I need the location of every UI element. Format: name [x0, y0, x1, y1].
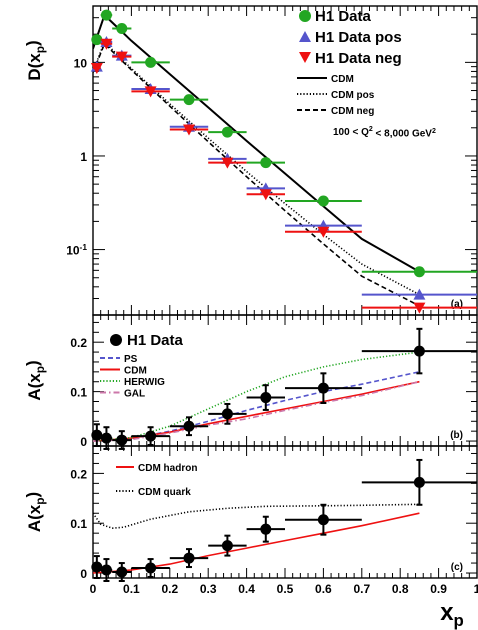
y-axis-label: A(xp​): [23, 492, 47, 532]
data-point-h1-data: [317, 514, 329, 526]
data-series: [91, 327, 477, 450]
panel-tag: (c): [451, 562, 463, 573]
data-point-h1-data-neg: [183, 124, 195, 136]
y-tick-label: 0.2: [70, 467, 87, 481]
data-point-h1-data: [91, 429, 103, 441]
x-axis-label: xp​: [440, 599, 464, 630]
data-point-h1-data-neg: [144, 86, 157, 98]
data-point-h1-data-neg: [221, 157, 234, 169]
data-point-h1-data: [100, 432, 112, 444]
data-point-h1-data-neg: [115, 51, 128, 63]
curve-herwig: [93, 351, 420, 442]
data-point-h1-data: [100, 564, 112, 576]
x-tick-label: 0.6: [315, 582, 332, 596]
legend-marker: [299, 10, 311, 22]
data-point-h1-data-neg: [413, 302, 426, 314]
y-tick-label: 1: [80, 150, 87, 164]
legend-label: CDM hadron: [138, 463, 197, 474]
y-tick-label: 0.2: [70, 336, 87, 350]
data-point-h1-data: [413, 266, 425, 278]
y-axis-label: D(xp​): [23, 40, 47, 80]
data-point-h1-data: [413, 345, 425, 357]
data-point-h1-data: [260, 523, 272, 535]
curves: [93, 503, 420, 574]
legend-label: H1 Data neg: [315, 50, 402, 67]
data-point-h1-data: [91, 561, 103, 573]
data-point-h1-data: [221, 408, 233, 420]
y-tick-label: 0: [80, 435, 87, 449]
legend-label: CDM pos: [331, 90, 375, 101]
data-point-h1-data: [116, 22, 128, 34]
data-point-h1-data: [183, 552, 195, 564]
data-point-h1-data-neg: [100, 38, 113, 50]
legend-label: PS: [124, 354, 138, 365]
legend: H1 Data H1 Data pos H1 Data neg CDM CDM pos C…: [297, 8, 436, 140]
legend-label: GAL: [124, 389, 145, 400]
y-tick-label: 10-1​: [66, 242, 87, 258]
panel-tag: (b): [450, 430, 463, 441]
x-tick-label: 0.5: [277, 582, 294, 596]
legend-label: CDM quark: [138, 487, 191, 498]
x-tick-label: 0.2: [161, 582, 178, 596]
kinematic-annotation: 100 < Q2​ < 8,000 GeV2​: [333, 126, 436, 140]
x-tick-label: 0.4: [238, 582, 255, 596]
data-point-h1-data: [260, 392, 272, 404]
panel-tag: (a): [451, 299, 463, 310]
curve-cdm-neg: [93, 42, 420, 307]
legend-label: H1 Data: [127, 332, 184, 349]
data-point-h1-data: [317, 195, 329, 207]
data-point-h1-data: [413, 476, 425, 488]
data-point-h1-data: [183, 420, 195, 432]
x-tick-label: 1: [474, 582, 478, 596]
legend-marker: [110, 334, 122, 346]
x-tick-label: 0.3: [200, 582, 217, 596]
x-tick-label: 0.9: [430, 582, 447, 596]
data-point-h1-data: [145, 430, 157, 442]
x-tick-label: 0.7: [353, 582, 370, 596]
x-tick-label: 0.1: [123, 582, 140, 596]
data-point-h1-data-neg: [317, 226, 330, 238]
y-tick-label: 0.1: [70, 386, 87, 400]
data-series: [91, 458, 477, 582]
y-tick-label: 0.1: [70, 517, 87, 531]
data-point-h1-data: [260, 157, 272, 169]
data-point-h1-data: [91, 34, 103, 46]
legend-label: CDM: [331, 74, 354, 85]
legend-label: HERWIG: [124, 377, 165, 388]
data-point-h1-data: [183, 94, 195, 106]
y-axis-label: A(xp​): [23, 360, 47, 400]
legend-label: CDM neg: [331, 106, 374, 117]
curve-gal: [93, 380, 420, 442]
data-point-h1-data: [116, 434, 128, 446]
data-point-h1-data: [317, 382, 329, 394]
panel-c: 0 0.1 0.2 0 0.1 0.2 0.3 0.4 0.5 0.6 0.7 0.8 0.9 1 A(xp…: [23, 445, 478, 630]
data-series: [90, 9, 477, 314]
legend: CDM hadron CDM quark: [116, 463, 197, 498]
legend-marker: [299, 31, 311, 42]
data-point-h1-data: [145, 562, 157, 574]
data-point-h1-data: [100, 9, 112, 21]
data-point-h1-data: [221, 126, 233, 138]
legend-label: H1 Data pos: [315, 29, 402, 46]
data-point-h1-data-neg: [259, 189, 272, 201]
x-tick-label: 0: [90, 582, 97, 596]
y-tick-label: 0: [80, 567, 87, 581]
data-point-h1-data-pos: [413, 288, 426, 300]
y-tick-label: 10: [74, 56, 88, 70]
legend-marker: [299, 52, 311, 63]
x-tick-label: 0.8: [392, 582, 409, 596]
legend-label: H1 Data: [315, 8, 372, 25]
data-point-h1-data: [116, 566, 128, 578]
data-point-h1-data: [145, 56, 157, 68]
data-point-h1-data: [221, 540, 233, 552]
legend-label: CDM: [124, 366, 147, 377]
curve-cdm-hadron: [93, 512, 420, 574]
data-point-h1-data-neg: [90, 63, 103, 75]
